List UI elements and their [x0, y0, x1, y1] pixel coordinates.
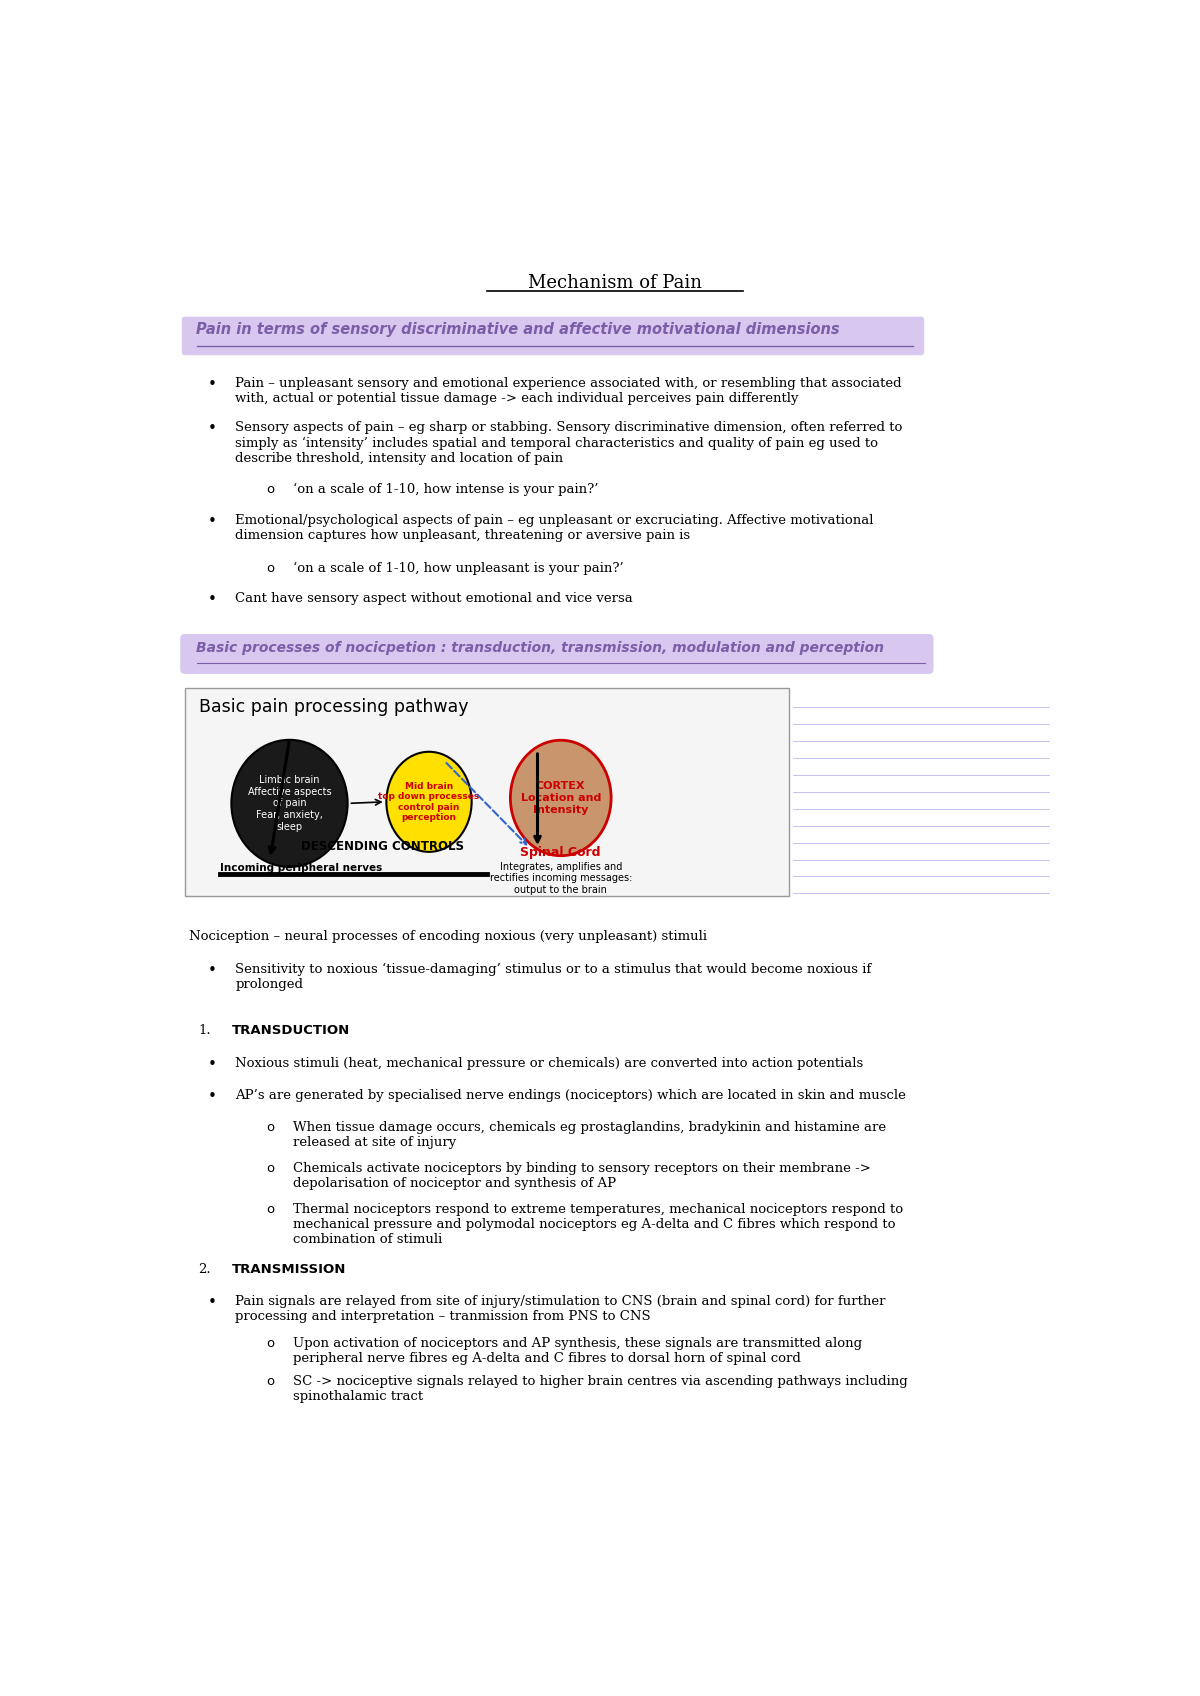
Text: •: •	[208, 377, 217, 392]
Text: Emotional/psychological aspects of pain – eg unpleasant or excruciating. Affecti: Emotional/psychological aspects of pain …	[235, 514, 874, 541]
Text: TRANSDUCTION: TRANSDUCTION	[232, 1024, 349, 1038]
Text: •: •	[208, 1089, 217, 1104]
Text: Noxious stimuli (heat, mechanical pressure or chemicals) are converted into acti: Noxious stimuli (heat, mechanical pressu…	[235, 1057, 864, 1070]
Text: Spinal Cord: Spinal Cord	[521, 846, 601, 858]
Text: DESCENDING CONTROLS: DESCENDING CONTROLS	[301, 840, 464, 853]
Text: AP’s are generated by specialised nerve endings (nociceptors) which are located : AP’s are generated by specialised nerve …	[235, 1089, 906, 1102]
Text: ‘on a scale of 1-10, how unpleasant is your pain?’: ‘on a scale of 1-10, how unpleasant is y…	[293, 561, 624, 575]
Text: TRANSMISSION: TRANSMISSION	[232, 1264, 346, 1275]
Text: Nociception – neural processes of encoding noxious (very unpleasant) stimuli: Nociception – neural processes of encodi…	[188, 931, 707, 943]
Text: ‘on a scale of 1-10, how intense is your pain?’: ‘on a scale of 1-10, how intense is your…	[293, 483, 599, 497]
Text: Limbic brain
Affective aspects
of pain
Fear, anxiety,
sleep: Limbic brain Affective aspects of pain F…	[247, 775, 331, 831]
Text: o: o	[266, 1162, 275, 1175]
Ellipse shape	[232, 739, 348, 867]
Text: When tissue damage occurs, chemicals eg prostaglandins, bradykinin and histamine: When tissue damage occurs, chemicals eg …	[293, 1121, 887, 1150]
Text: Thermal nociceptors respond to extreme temperatures, mechanical nociceptors resp: Thermal nociceptors respond to extreme t…	[293, 1202, 904, 1247]
FancyBboxPatch shape	[180, 634, 934, 673]
Text: Pain – unpleasant sensory and emotional experience associated with, or resemblin: Pain – unpleasant sensory and emotional …	[235, 377, 902, 405]
Text: o: o	[266, 1375, 275, 1389]
Text: •: •	[208, 514, 217, 529]
Text: Mechanism of Pain: Mechanism of Pain	[528, 273, 702, 292]
Text: SC -> nociceptive signals relayed to higher brain centres via ascending pathways: SC -> nociceptive signals relayed to hig…	[293, 1375, 908, 1404]
Ellipse shape	[386, 751, 472, 851]
Text: Sensitivity to noxious ‘tissue-damaging’ stimulus or to a stimulus that would be: Sensitivity to noxious ‘tissue-damaging’…	[235, 963, 871, 990]
Text: Upon activation of nociceptors and AP synthesis, these signals are transmitted a: Upon activation of nociceptors and AP sy…	[293, 1336, 863, 1365]
Text: 1.: 1.	[198, 1024, 211, 1038]
Text: o: o	[266, 1336, 275, 1350]
Text: •: •	[208, 1057, 217, 1072]
Text: Pain signals are relayed from site of injury/stimulation to CNS (brain and spina: Pain signals are relayed from site of in…	[235, 1296, 886, 1323]
Text: •: •	[208, 1296, 217, 1311]
Text: Chemicals activate nociceptors by binding to sensory receptors on their membrane: Chemicals activate nociceptors by bindin…	[293, 1162, 871, 1191]
Text: CORTEX
Location and
Intensity: CORTEX Location and Intensity	[521, 782, 601, 814]
Text: Incoming peripheral nerves: Incoming peripheral nerves	[220, 863, 383, 873]
Text: o: o	[266, 483, 275, 495]
FancyBboxPatch shape	[181, 317, 924, 354]
Text: Cant have sensory aspect without emotional and vice versa: Cant have sensory aspect without emotion…	[235, 592, 634, 605]
Text: o: o	[266, 561, 275, 575]
Text: •: •	[208, 963, 217, 977]
Text: •: •	[208, 592, 217, 607]
Text: o: o	[266, 1121, 275, 1135]
FancyBboxPatch shape	[185, 689, 790, 895]
Text: Basic processes of nocicpetion : transduction, transmission, modulation and perc: Basic processes of nocicpetion : transdu…	[197, 641, 884, 655]
Text: o: o	[266, 1202, 275, 1216]
Text: Pain in terms of sensory discriminative and affective motivational dimensions: Pain in terms of sensory discriminative …	[197, 322, 840, 336]
Text: Mid brain
top down processes
control pain
perception: Mid brain top down processes control pai…	[378, 782, 480, 823]
Text: •: •	[208, 421, 217, 436]
Text: Basic pain processing pathway: Basic pain processing pathway	[199, 697, 468, 716]
Text: Integrates, amplifies and
rectifies incoming messages:
output to the brain: Integrates, amplifies and rectifies inco…	[490, 862, 632, 895]
Text: 2.: 2.	[198, 1264, 211, 1275]
Ellipse shape	[510, 739, 611, 856]
Text: Sensory aspects of pain – eg sharp or stabbing. Sensory discriminative dimension: Sensory aspects of pain – eg sharp or st…	[235, 421, 902, 465]
